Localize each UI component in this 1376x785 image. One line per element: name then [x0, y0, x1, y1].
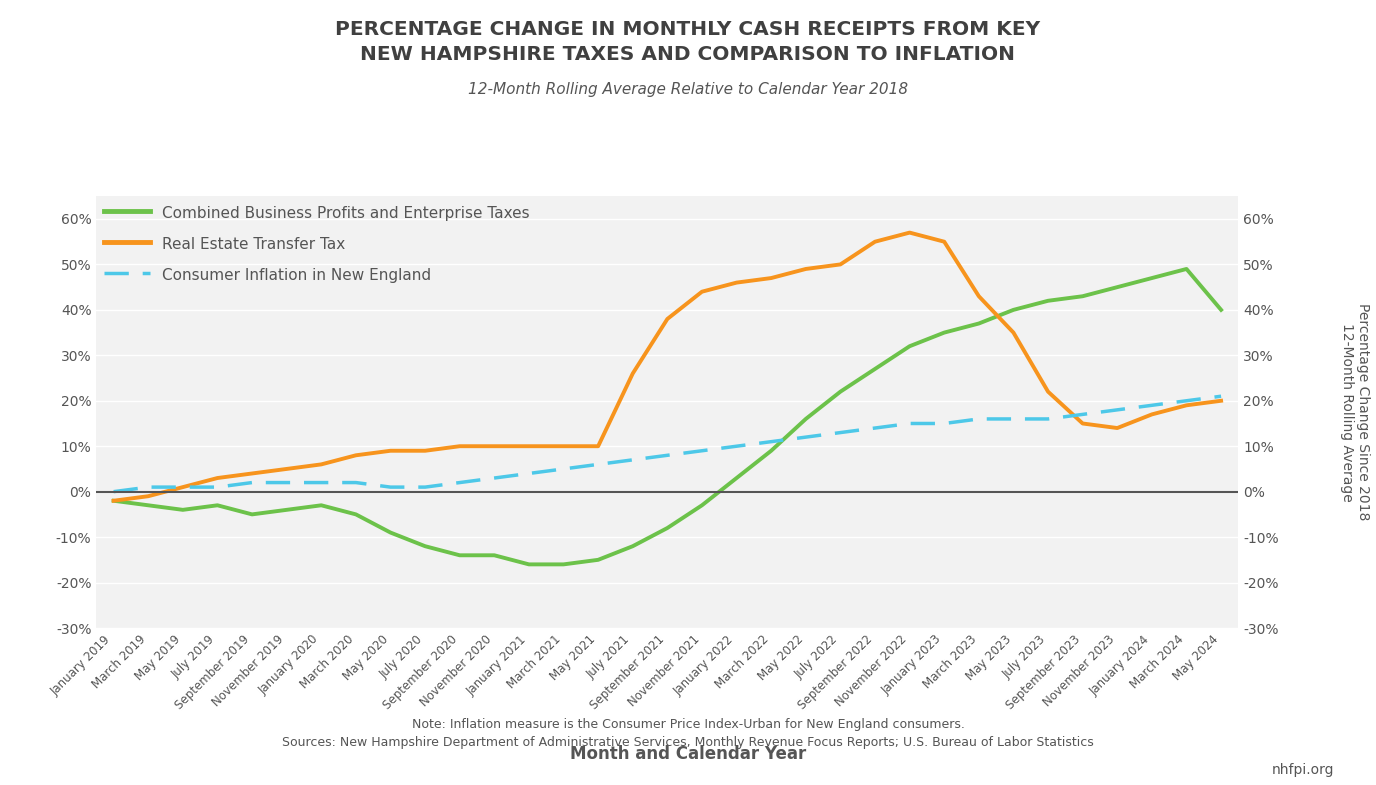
- Text: 12-Month Rolling Average Relative to Calendar Year 2018: 12-Month Rolling Average Relative to Cal…: [468, 82, 908, 97]
- Text: Note: Inflation measure is the Consumer Price Index-Urban for New England consum: Note: Inflation measure is the Consumer …: [411, 718, 965, 732]
- Legend: Combined Business Profits and Enterprise Taxes, Real Estate Transfer Tax, Consum: Combined Business Profits and Enterprise…: [105, 204, 530, 284]
- Text: Month and Calendar Year: Month and Calendar Year: [570, 745, 806, 762]
- Y-axis label: Percentage Change Since 2018
12-Month Rolling Average: Percentage Change Since 2018 12-Month Ro…: [1340, 304, 1370, 520]
- Text: Sources: New Hampshire Department of Administrative Services, Monthly Revenue Fo: Sources: New Hampshire Department of Adm…: [282, 736, 1094, 749]
- Text: nhfpi.org: nhfpi.org: [1273, 763, 1335, 777]
- Text: PERCENTAGE CHANGE IN MONTHLY CASH RECEIPTS FROM KEY
NEW HAMPSHIRE TAXES AND COMP: PERCENTAGE CHANGE IN MONTHLY CASH RECEIP…: [336, 20, 1040, 64]
